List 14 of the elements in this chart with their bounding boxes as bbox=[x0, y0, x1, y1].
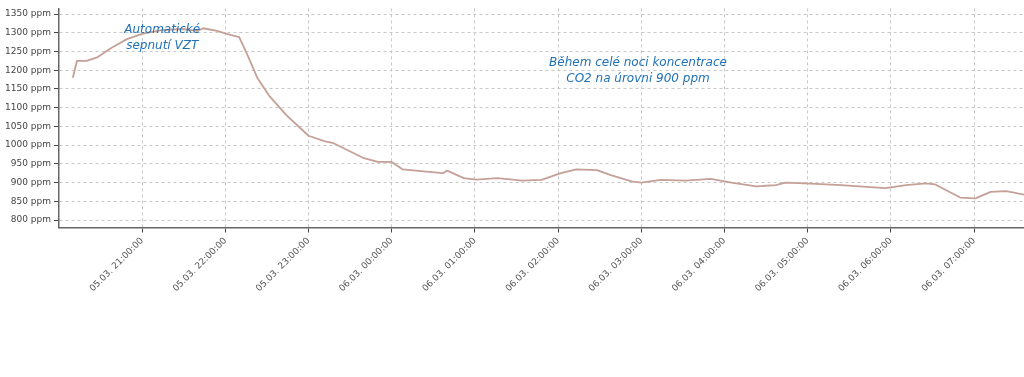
annotation: Během celé noci koncentrace CO2 na úrovni 900 ppm bbox=[549, 54, 727, 85]
y-tick-label: 1350 ppm bbox=[4, 8, 51, 19]
y-tick-label: 1200 ppm bbox=[4, 64, 51, 75]
y-tick-label: 850 ppm bbox=[10, 195, 51, 206]
y-tick-label: 950 ppm bbox=[10, 158, 51, 169]
y-tick-label: 800 ppm bbox=[10, 214, 51, 225]
y-tick-label: 1050 ppm bbox=[4, 120, 51, 131]
y-tick-label: 1300 ppm bbox=[4, 27, 51, 38]
annotation: Automatické sepnutí VZT bbox=[123, 22, 201, 53]
y-tick-label: 1150 ppm bbox=[4, 83, 51, 94]
y-tick-label: 1250 ppm bbox=[4, 45, 51, 56]
y-tick-label: 900 ppm bbox=[10, 176, 51, 187]
y-tick-label: 1100 ppm bbox=[4, 102, 51, 112]
y-tick-label: 1000 ppm bbox=[4, 139, 51, 150]
